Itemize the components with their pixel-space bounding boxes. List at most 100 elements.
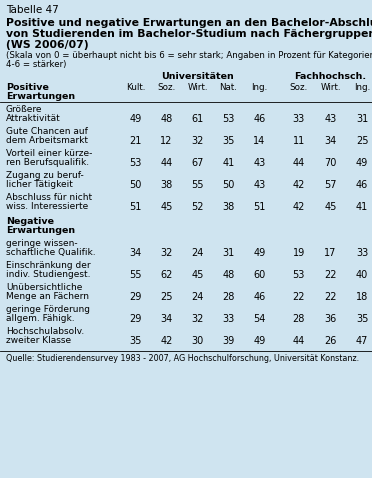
Text: Erwartungen: Erwartungen <box>6 92 75 101</box>
Text: Universitäten: Universitäten <box>161 72 234 81</box>
Text: Größere: Größere <box>6 105 42 114</box>
Text: 14: 14 <box>253 136 266 146</box>
Text: 70: 70 <box>324 158 337 168</box>
Text: 57: 57 <box>324 180 337 190</box>
Text: geringe Förderung: geringe Förderung <box>6 305 90 314</box>
Text: 54: 54 <box>253 314 266 324</box>
Text: dem Arbeitsmarkt: dem Arbeitsmarkt <box>6 136 88 145</box>
Text: 45: 45 <box>324 202 337 212</box>
Text: wiss. Interessierte: wiss. Interessierte <box>6 202 88 211</box>
Text: Quelle: Studierendensurvey 1983 - 2007, AG Hochschulforschung, Universität Konst: Quelle: Studierendensurvey 1983 - 2007, … <box>6 354 359 363</box>
Text: 29: 29 <box>129 292 142 302</box>
Text: 55: 55 <box>191 180 204 190</box>
Text: 21: 21 <box>129 136 142 146</box>
Text: 47: 47 <box>356 336 368 346</box>
Text: 39: 39 <box>222 336 235 346</box>
Text: schaftliche Qualifik.: schaftliche Qualifik. <box>6 248 96 257</box>
Text: 38: 38 <box>160 180 173 190</box>
Text: 35: 35 <box>222 136 235 146</box>
Text: Ing.: Ing. <box>251 83 267 92</box>
Text: 38: 38 <box>222 202 235 212</box>
Text: 24: 24 <box>191 292 204 302</box>
Text: 26: 26 <box>324 336 337 346</box>
Text: 22: 22 <box>324 270 337 280</box>
Text: 53: 53 <box>222 114 235 124</box>
Text: Ing.: Ing. <box>354 83 370 92</box>
Text: 42: 42 <box>293 180 305 190</box>
Text: 43: 43 <box>253 158 266 168</box>
Text: Soz.: Soz. <box>290 83 308 92</box>
Text: 32: 32 <box>191 314 204 324</box>
Text: Positive: Positive <box>6 83 49 92</box>
Text: 52: 52 <box>191 202 204 212</box>
Text: 46: 46 <box>356 180 368 190</box>
Text: zweiter Klasse: zweiter Klasse <box>6 336 71 345</box>
Text: 50: 50 <box>129 180 142 190</box>
Text: (WS 2006/07): (WS 2006/07) <box>6 40 89 50</box>
Text: 32: 32 <box>160 248 173 258</box>
Text: 19: 19 <box>293 248 305 258</box>
Text: 53: 53 <box>129 158 142 168</box>
Text: 44: 44 <box>293 336 305 346</box>
Text: 4-6 = stärker): 4-6 = stärker) <box>6 60 66 69</box>
Text: 61: 61 <box>191 114 203 124</box>
Text: 18: 18 <box>356 292 368 302</box>
Text: 34: 34 <box>160 314 173 324</box>
Text: 35: 35 <box>356 314 368 324</box>
Text: licher Tätigkeit: licher Tätigkeit <box>6 180 73 189</box>
Text: 33: 33 <box>222 314 235 324</box>
Text: 42: 42 <box>160 336 173 346</box>
Text: 31: 31 <box>222 248 235 258</box>
Text: 22: 22 <box>293 292 305 302</box>
Text: 36: 36 <box>324 314 337 324</box>
Text: 32: 32 <box>191 136 204 146</box>
Text: 46: 46 <box>253 114 266 124</box>
Text: 49: 49 <box>253 248 266 258</box>
Text: Unübersichtliche: Unübersichtliche <box>6 283 82 292</box>
Text: 34: 34 <box>324 136 337 146</box>
Text: 29: 29 <box>129 314 142 324</box>
Text: Erwartungen: Erwartungen <box>6 226 75 235</box>
Text: 25: 25 <box>160 292 173 302</box>
Text: Einschränkung der: Einschränkung der <box>6 261 91 270</box>
Text: 46: 46 <box>253 292 266 302</box>
Text: 28: 28 <box>293 314 305 324</box>
Text: 34: 34 <box>129 248 142 258</box>
Text: 51: 51 <box>253 202 266 212</box>
Text: (Skala von 0 = überhaupt nicht bis 6 = sehr stark; Angaben in Prozent für Katego: (Skala von 0 = überhaupt nicht bis 6 = s… <box>6 51 372 60</box>
Text: Wirt.: Wirt. <box>187 83 208 92</box>
Text: ren Berufsqualifik.: ren Berufsqualifik. <box>6 158 89 167</box>
Text: 12: 12 <box>160 136 173 146</box>
Text: 48: 48 <box>222 270 235 280</box>
Text: 24: 24 <box>191 248 204 258</box>
Text: Attraktivität: Attraktivität <box>6 114 61 123</box>
Text: 44: 44 <box>293 158 305 168</box>
Text: 41: 41 <box>356 202 368 212</box>
Text: 60: 60 <box>253 270 266 280</box>
Text: 25: 25 <box>356 136 368 146</box>
Text: 31: 31 <box>356 114 368 124</box>
Text: 43: 43 <box>253 180 266 190</box>
Text: 49: 49 <box>129 114 142 124</box>
Text: Negative: Negative <box>6 217 54 226</box>
Text: 53: 53 <box>293 270 305 280</box>
Text: Kult.: Kult. <box>126 83 145 92</box>
Text: Vorteil einer kürze-: Vorteil einer kürze- <box>6 149 92 158</box>
Text: 11: 11 <box>293 136 305 146</box>
Text: Positive und negative Erwartungen an den Bachelor-Abschluss: Positive und negative Erwartungen an den… <box>6 18 372 28</box>
Text: 17: 17 <box>324 248 337 258</box>
Text: 40: 40 <box>356 270 368 280</box>
Text: Fachhochsch.: Fachhochsch. <box>294 72 366 81</box>
Text: 45: 45 <box>160 202 173 212</box>
Text: 67: 67 <box>191 158 204 168</box>
Text: 45: 45 <box>191 270 204 280</box>
Text: 28: 28 <box>222 292 235 302</box>
Text: Gute Chancen auf: Gute Chancen auf <box>6 127 88 136</box>
Text: allgem. Fähigk.: allgem. Fähigk. <box>6 314 75 323</box>
Text: 55: 55 <box>129 270 142 280</box>
Text: Zugang zu beruf-: Zugang zu beruf- <box>6 171 84 180</box>
Text: Abschluss für nicht: Abschluss für nicht <box>6 193 92 202</box>
Text: 49: 49 <box>356 158 368 168</box>
Text: 51: 51 <box>129 202 142 212</box>
Text: 50: 50 <box>222 180 235 190</box>
